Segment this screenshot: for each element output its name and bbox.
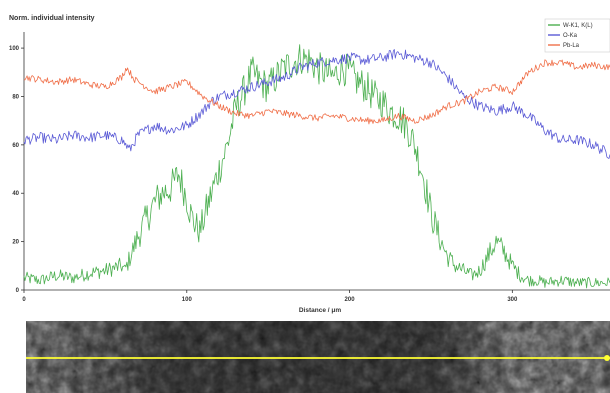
legend-label-w: W-K1, K(L) [563, 23, 593, 29]
x-tick-label: 200 [345, 297, 356, 303]
x-tick-label: 0 [22, 297, 26, 303]
scan-line-endpoint [604, 355, 610, 361]
sem-micrograph [26, 321, 610, 393]
x-tick-label: 300 [507, 297, 518, 303]
series-line-1 [23, 49, 610, 159]
chart: Norm. individual intensity 0 100 200 300 0 20… [9, 15, 610, 314]
sem-image [26, 321, 610, 393]
y-tick-label: 0 [16, 288, 20, 294]
y-tick-label: 20 [12, 240, 19, 246]
legend-label-o: O-Ka [563, 33, 578, 39]
legend: W-K1, K(L) O-Ka Pb-La [544, 18, 610, 53]
series-layer [23, 44, 610, 289]
y-tick-label: 100 [9, 46, 20, 52]
axes: 0 100 200 300 0 20 40 60 80 100 [9, 32, 610, 303]
y-tick-label: 80 [12, 94, 19, 100]
x-axis-label: Distance / μm [299, 307, 341, 314]
sem-shading [26, 321, 610, 393]
series-line-2 [23, 59, 610, 125]
legend-label-pb: Pb-La [563, 43, 580, 49]
x-tick-label: 100 [182, 297, 193, 303]
y-tick-label: 60 [12, 143, 19, 149]
y-tick-label: 40 [12, 191, 19, 197]
chart-title: Norm. individual intensity [9, 15, 95, 22]
series-line-0 [23, 44, 610, 289]
